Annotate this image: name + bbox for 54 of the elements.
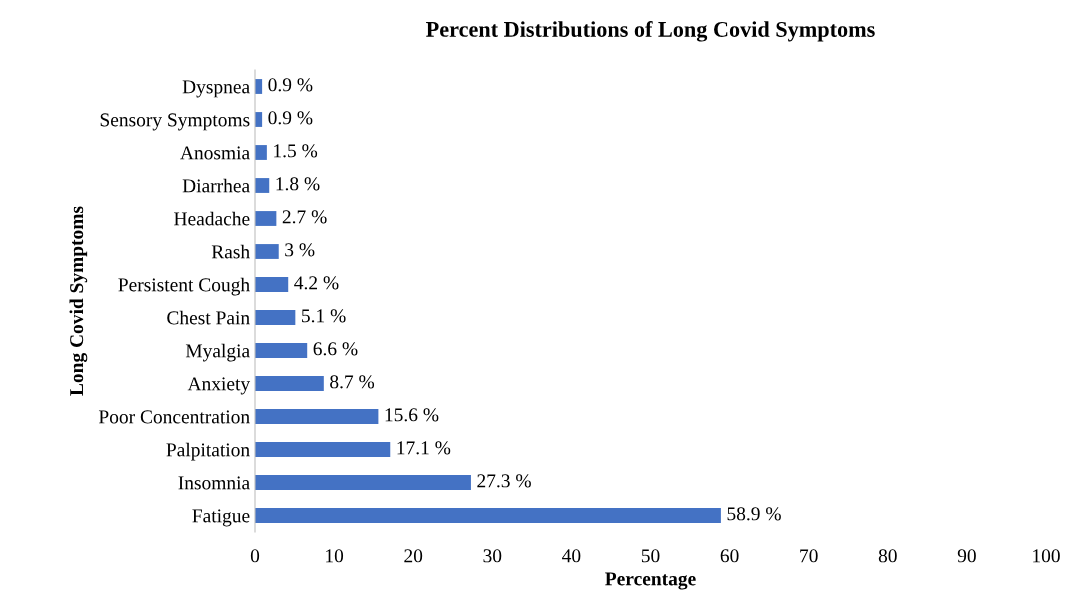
data-label: 6.6 %: [313, 342, 358, 356]
y-tick-label: Diarrhea: [182, 178, 250, 193]
y-tick-label: Insomnia: [178, 476, 250, 490]
data-label: 17.1 %: [397, 441, 451, 455]
data-label: 8.7 %: [330, 375, 375, 389]
y-tick-label: Sensory Symptoms: [100, 113, 250, 131]
y-tick-label: Poor Concentration: [98, 410, 250, 424]
x-tick-label: 80: [878, 549, 897, 563]
data-label: 2.7 %: [282, 210, 327, 224]
bar: [255, 442, 391, 457]
bar: [255, 244, 279, 259]
chart-title: Percent Distributions of Long Covid Symptoms: [426, 21, 875, 42]
bar: [255, 310, 296, 325]
y-tick-label: Anxiety: [187, 377, 251, 395]
data-label: 1.5 %: [274, 144, 318, 158]
data-label: 0.9 %: [268, 111, 313, 125]
data-label: 4.2 %: [294, 276, 339, 290]
y-tick-label: Chest Pain: [167, 310, 250, 325]
bar: [255, 409, 379, 424]
y-tick-label: Myalgia: [185, 343, 250, 362]
data-label: 15.6 %: [385, 408, 439, 422]
bar: [255, 376, 324, 391]
x-tick-label: 10: [326, 549, 344, 563]
y-tick-label: Headache: [174, 211, 250, 226]
data-label: 0.9 %: [268, 78, 313, 92]
x-tick-label: 90: [957, 549, 976, 563]
y-tick-label: Fatigue: [192, 509, 250, 527]
bar: [255, 145, 267, 160]
x-tick-label: 100: [1033, 549, 1060, 563]
data-label: 27.3 %: [477, 474, 531, 488]
y-tick-label: Anosmia: [180, 146, 250, 160]
x-axis-title: Percentage: [605, 572, 696, 590]
data-label: 58.9 %: [727, 507, 781, 521]
x-tick-label: 40: [562, 549, 581, 563]
bar: [255, 475, 471, 490]
bar: [255, 343, 308, 358]
x-tick-label: 70: [800, 549, 818, 563]
y-tick-label: Dyspnea: [182, 80, 250, 98]
x-tick-label: 60: [720, 549, 739, 563]
data-label: 1.8 %: [276, 177, 320, 191]
y-axis-title: Long Covid Symptoms: [69, 206, 88, 396]
data-label: 3 %: [285, 243, 315, 257]
bar: [255, 211, 277, 226]
bar: [255, 178, 270, 193]
bar: [255, 508, 721, 523]
x-tick-label: 0: [250, 549, 260, 563]
y-tick-label: Palpitation: [166, 442, 250, 461]
y-tick-label: Rash: [211, 244, 250, 259]
bar: [255, 277, 289, 292]
data-label: 5.1 %: [302, 309, 346, 323]
y-tick-label: Persistent Cough: [118, 277, 250, 296]
x-tick-label: 20: [404, 549, 423, 563]
x-tick-label: 30: [483, 549, 502, 563]
x-tick-label: 50: [641, 549, 660, 563]
